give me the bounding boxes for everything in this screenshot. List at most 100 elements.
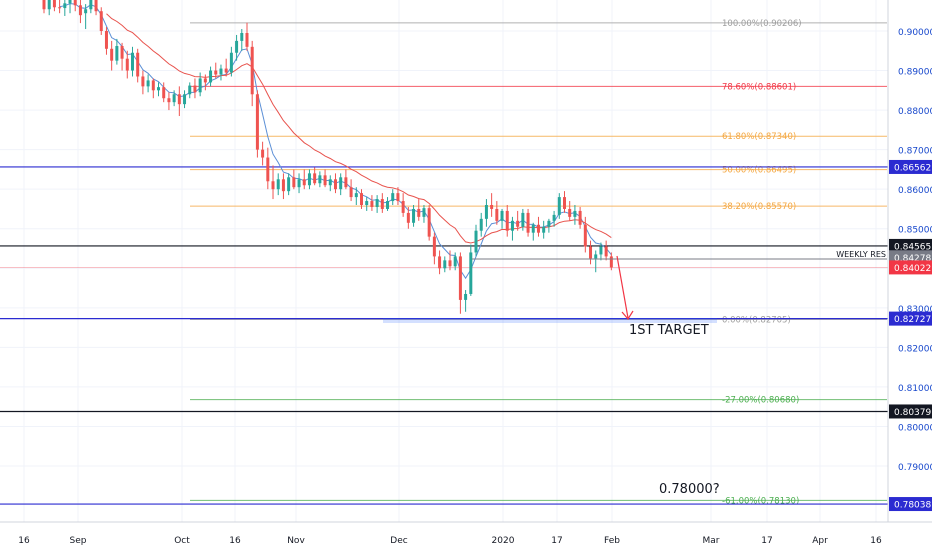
candle-body [479, 218, 483, 231]
candle-body [484, 205, 488, 219]
candle-body [240, 32, 244, 41]
candle-body [84, 9, 88, 14]
price-badges: 0.86562 0.84565 0.82727 0.80379 0.78038 0.842… [889, 159, 932, 512]
candle-body [594, 254, 598, 259]
price-tick-label: 0.81000 [898, 384, 932, 394]
price-badge [889, 238, 932, 253]
price-tick-label: 0.89000 [898, 68, 932, 78]
candle-body [307, 173, 311, 186]
candle-body [490, 205, 494, 209]
candle-body [177, 94, 181, 105]
grid-lines [0, 0, 888, 522]
target-zone [383, 318, 717, 323]
candle-body [172, 94, 176, 103]
candlesticks [42, 0, 613, 314]
candle-body [78, 5, 82, 16]
candle-body [370, 201, 374, 207]
candle-body [516, 220, 520, 227]
candle-body [162, 87, 166, 99]
candle-body [510, 220, 514, 231]
fibonacci-levels[interactable]: 100.00%(0.90206) 78.60%(0.88601) 61.80%(0.… [190, 19, 887, 507]
price-tick-label: 0.85000 [898, 226, 932, 236]
fib-level-label: 0.00%(0.82705) [722, 315, 791, 325]
candle-body [183, 94, 187, 105]
candle-body [333, 179, 337, 190]
candle-body [344, 177, 348, 188]
candle-body [521, 212, 525, 227]
time-tick-label: 16 [229, 536, 241, 546]
candle-body [214, 70, 218, 75]
time-tick-label: 17 [761, 536, 772, 546]
time-tick-label: Mar [703, 536, 720, 546]
time-tick-label: 17 [551, 536, 562, 546]
candle-body [464, 293, 468, 300]
candle-body [412, 208, 416, 223]
candle-body [318, 175, 322, 184]
price-badge-label: 0.86562 [894, 163, 931, 173]
fib-level-label: 61.80%(0.87340) [722, 132, 796, 142]
candle-body [422, 208, 426, 217]
time-tick-label: Apr [812, 536, 828, 546]
price-tick-label: 0.86000 [898, 186, 932, 196]
price-badge-label: 0.78038 [894, 501, 931, 511]
candle-body [224, 68, 228, 73]
candle-body [542, 226, 546, 233]
projection-arrow-line[interactable] [616, 255, 629, 319]
candle-body [531, 224, 535, 233]
price-badge [889, 159, 932, 174]
time-tick-label: Feb [604, 536, 620, 546]
candle-body [563, 197, 566, 209]
time-tick-label: 16 [18, 536, 30, 546]
candle-body [448, 260, 452, 267]
time-axis[interactable]: 16 Sep Oct 16 Nov Dec 2020 17 Feb Mar 17 Apr 16 [18, 536, 882, 546]
candle-body [380, 199, 384, 209]
candle-body [52, 0, 56, 8]
fib-level-label: -61.00%(0.78130) [722, 496, 799, 506]
time-tick-label: Dec [390, 536, 407, 546]
candle-body [391, 193, 395, 202]
candle-body [229, 52, 233, 73]
candle-body [401, 201, 405, 213]
candle-body [313, 173, 317, 184]
candle-body [266, 157, 270, 182]
candle-body [89, 0, 93, 10]
candle-body [386, 201, 390, 209]
candle-body [99, 11, 103, 32]
price-badge-label: 0.84278 [894, 254, 931, 264]
candle-body [417, 208, 421, 217]
candle-body [302, 179, 306, 186]
candle-body [235, 40, 239, 53]
candle-body [578, 210, 582, 225]
candle-body [47, 0, 51, 10]
price-tick-label: 0.90000 [898, 28, 932, 38]
annotations[interactable]: WEEKLY RES 1ST TARGET 0.78000? [383, 250, 887, 497]
candle-body [552, 214, 556, 221]
horizontal-lines[interactable] [0, 166, 888, 505]
projection-arrow-head [621, 310, 634, 321]
candle-body [73, 0, 77, 6]
candle-body [583, 224, 587, 247]
price-tick-label: 0.83000 [898, 305, 932, 315]
weekly-res-label: WEEKLY RES [836, 250, 886, 259]
fib-level-label: 38.20%(0.85570) [722, 202, 796, 212]
candle-body [292, 177, 296, 188]
candle-body [141, 76, 145, 87]
candle-body [328, 179, 332, 186]
candle-body [354, 193, 358, 198]
price-badge [889, 404, 932, 419]
fib-level-label: 50.00%(0.86495) [722, 166, 796, 176]
price-badge-label: 0.82727 [894, 315, 931, 325]
candle-body [365, 201, 369, 205]
candle-body [136, 52, 140, 77]
candle-body [68, 0, 72, 4]
candle-body [453, 256, 457, 267]
axes [0, 0, 932, 523]
candle-body [146, 80, 150, 87]
candle-body [94, 0, 98, 12]
time-tick-label: Oct [174, 536, 190, 546]
price-tick-label: 0.82000 [898, 344, 932, 354]
first-target-label: 1ST TARGET [629, 323, 709, 338]
candle-body [375, 199, 379, 207]
